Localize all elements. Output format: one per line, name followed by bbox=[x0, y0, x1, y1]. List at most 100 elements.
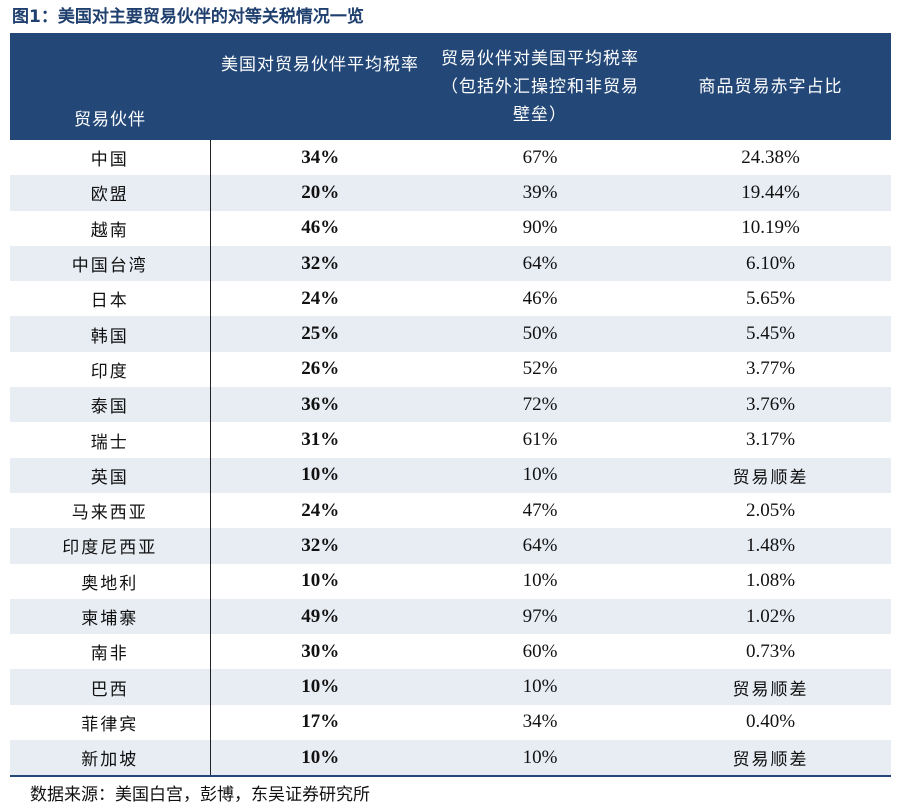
cell-partner: 新加坡 bbox=[10, 740, 211, 776]
cell-deficit-share: 3.76% bbox=[745, 393, 796, 415]
cell-partner-rate: 52% bbox=[522, 358, 558, 380]
cell-us-rate: 20% bbox=[301, 181, 340, 203]
cell-partner: 中国 bbox=[10, 140, 211, 176]
cell-partner-rate: 34% bbox=[522, 711, 558, 733]
cell-deficit-share: 10.19% bbox=[741, 217, 800, 239]
cell-us-rate: 36% bbox=[301, 393, 340, 415]
cell-us-rate: 10% bbox=[301, 464, 340, 486]
table-bottom-rule bbox=[10, 775, 891, 778]
header-partner-rate: 贸易伙伴对美国平均税率（包括外汇操控和非贸易壁垒） bbox=[441, 48, 639, 125]
cell-partner: 越南 bbox=[10, 210, 211, 246]
cell-deficit-share: 贸易顺差 bbox=[732, 467, 809, 488]
cell-partner-rate: 10% bbox=[522, 464, 558, 486]
cell-us-rate: 25% bbox=[301, 323, 340, 345]
cell-partner: 奥地利 bbox=[10, 563, 211, 599]
header-us-rate: 美国对贸易伙伴平均税率 bbox=[221, 55, 419, 75]
table-row: 印度 26% 52% 3.77% bbox=[10, 351, 891, 388]
table-row: 中国台湾 32% 64% 6.10% bbox=[10, 245, 891, 282]
cell-us-rate: 32% bbox=[301, 534, 340, 556]
cell-partner-rate: 61% bbox=[522, 429, 558, 451]
cell-us-rate: 10% bbox=[301, 746, 340, 768]
cell-deficit-share: 3.17% bbox=[745, 429, 796, 451]
table-row: 巴西 10% 10% 贸易顺差 bbox=[10, 669, 891, 705]
cell-partner-rate: 97% bbox=[522, 605, 558, 627]
cell-partner-rate: 50% bbox=[522, 323, 558, 345]
tariff-table-wrapper: 贸易伙伴 美国对贸易伙伴平均税率 贸易伙伴对美国平均税率（包括外汇操控和非贸易壁… bbox=[10, 33, 891, 778]
cell-deficit-share: 0.73% bbox=[745, 640, 796, 662]
cell-us-rate: 10% bbox=[301, 570, 340, 592]
cell-partner: 日本 bbox=[10, 281, 211, 317]
cell-partner: 巴西 bbox=[10, 669, 211, 705]
cell-partner-rate: 90% bbox=[522, 217, 558, 239]
table-row: 英国 10% 10% 贸易顺差 bbox=[10, 457, 891, 493]
cell-deficit-share: 5.45% bbox=[745, 323, 796, 345]
table-row: 欧盟 20% 39% 19.44% bbox=[10, 175, 891, 211]
cell-us-rate: 24% bbox=[301, 499, 340, 521]
cell-partner: 印度尼西亚 bbox=[10, 528, 211, 564]
table-header: 贸易伙伴 美国对贸易伙伴平均税率 贸易伙伴对美国平均税率（包括外汇操控和非贸易壁… bbox=[10, 33, 891, 140]
table-row: 越南 46% 90% 10.19% bbox=[10, 210, 891, 246]
cell-partner: 马来西亚 bbox=[10, 492, 211, 529]
cell-partner: 柬埔寨 bbox=[10, 598, 211, 635]
cell-deficit-share: 3.77% bbox=[745, 358, 796, 380]
table-row: 奥地利 10% 10% 1.08% bbox=[10, 563, 891, 599]
cell-partner-rate: 47% bbox=[522, 499, 558, 521]
cell-deficit-share: 2.05% bbox=[745, 499, 796, 521]
table-row: 马来西亚 24% 47% 2.05% bbox=[10, 492, 891, 529]
cell-deficit-share: 24.38% bbox=[741, 146, 800, 168]
cell-partner: 南非 bbox=[10, 634, 211, 670]
table-row: 柬埔寨 49% 97% 1.02% bbox=[10, 598, 891, 635]
cell-partner-rate: 10% bbox=[522, 570, 558, 592]
cell-partner: 中国台湾 bbox=[10, 245, 211, 282]
figure-title: 图1：美国对主要贸易伙伴的对等关税情况一览 bbox=[12, 7, 364, 27]
cell-partner-rate: 39% bbox=[522, 181, 558, 203]
cell-partner-rate: 10% bbox=[522, 676, 558, 698]
source-note: 数据来源：美国白宫，彭博，东吴证券研究所 bbox=[30, 785, 370, 805]
cell-deficit-share: 1.02% bbox=[745, 605, 796, 627]
cell-partner-rate: 72% bbox=[522, 393, 558, 415]
cell-partner: 英国 bbox=[10, 457, 211, 493]
table-row: 日本 24% 46% 5.65% bbox=[10, 281, 891, 317]
cell-deficit-share: 5.65% bbox=[745, 287, 796, 309]
cell-deficit-share: 1.48% bbox=[745, 534, 796, 556]
cell-partner-rate: 64% bbox=[522, 534, 558, 556]
cell-partner: 瑞士 bbox=[10, 422, 211, 458]
cell-partner: 欧盟 bbox=[10, 175, 211, 211]
cell-partner-rate: 64% bbox=[522, 252, 558, 274]
table-row: 瑞士 31% 61% 3.17% bbox=[10, 422, 891, 458]
cell-deficit-share: 贸易顺差 bbox=[732, 750, 809, 771]
cell-us-rate: 30% bbox=[301, 640, 340, 662]
cell-deficit-share: 6.10% bbox=[745, 252, 796, 274]
tariff-table: 贸易伙伴 美国对贸易伙伴平均税率 贸易伙伴对美国平均税率（包括外汇操控和非贸易壁… bbox=[10, 33, 891, 776]
cell-us-rate: 49% bbox=[301, 605, 340, 627]
cell-us-rate: 24% bbox=[301, 287, 340, 309]
header-row: 贸易伙伴 美国对贸易伙伴平均税率 贸易伙伴对美国平均税率（包括外汇操控和非贸易壁… bbox=[10, 33, 891, 140]
cell-partner-rate: 10% bbox=[522, 746, 558, 768]
cell-partner: 菲律宾 bbox=[10, 704, 211, 741]
cell-us-rate: 31% bbox=[301, 429, 340, 451]
cell-deficit-share: 0.40% bbox=[745, 711, 796, 733]
cell-us-rate: 34% bbox=[301, 146, 340, 168]
cell-partner-rate: 60% bbox=[522, 640, 558, 662]
cell-partner-rate: 46% bbox=[522, 287, 558, 309]
cell-deficit-share: 1.08% bbox=[745, 570, 796, 592]
cell-us-rate: 26% bbox=[301, 358, 340, 380]
header-partner: 贸易伙伴 bbox=[74, 110, 146, 130]
table-row: 泰国 36% 72% 3.76% bbox=[10, 387, 891, 423]
cell-us-rate: 10% bbox=[301, 676, 340, 698]
cell-deficit-share: 19.44% bbox=[741, 181, 800, 203]
table-row: 韩国 25% 50% 5.45% bbox=[10, 316, 891, 352]
table-row: 菲律宾 17% 34% 0.40% bbox=[10, 704, 891, 741]
cell-us-rate: 32% bbox=[301, 252, 340, 274]
table-body: 中国 34% 67% 24.38% 欧盟 20% 39% 19.44% 越南 46% 90% 10.1… bbox=[10, 140, 891, 776]
cell-partner-rate: 67% bbox=[522, 146, 558, 168]
header-deficit-share: 商品贸易赤字占比 bbox=[698, 76, 843, 97]
table-row: 南非 30% 60% 0.73% bbox=[10, 634, 891, 670]
table-row: 印度尼西亚 32% 64% 1.48% bbox=[10, 528, 891, 564]
cell-deficit-share: 贸易顺差 bbox=[732, 679, 809, 700]
table-row: 新加坡 10% 10% 贸易顺差 bbox=[10, 740, 891, 776]
cell-us-rate: 46% bbox=[301, 217, 340, 239]
cell-partner: 韩国 bbox=[10, 316, 211, 352]
cell-partner: 泰国 bbox=[10, 387, 211, 423]
table-row: 中国 34% 67% 24.38% bbox=[10, 140, 891, 176]
